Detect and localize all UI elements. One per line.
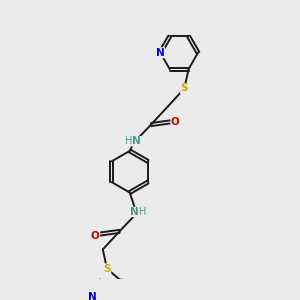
Text: N: N [132,136,141,146]
Text: S: S [181,83,188,94]
Text: S: S [103,264,111,274]
Text: N: N [130,207,139,217]
Text: H: H [139,207,146,217]
Text: O: O [91,230,100,241]
Text: O: O [171,117,180,127]
Text: H: H [125,136,133,146]
Text: N: N [156,48,165,58]
Text: N: N [88,292,97,300]
